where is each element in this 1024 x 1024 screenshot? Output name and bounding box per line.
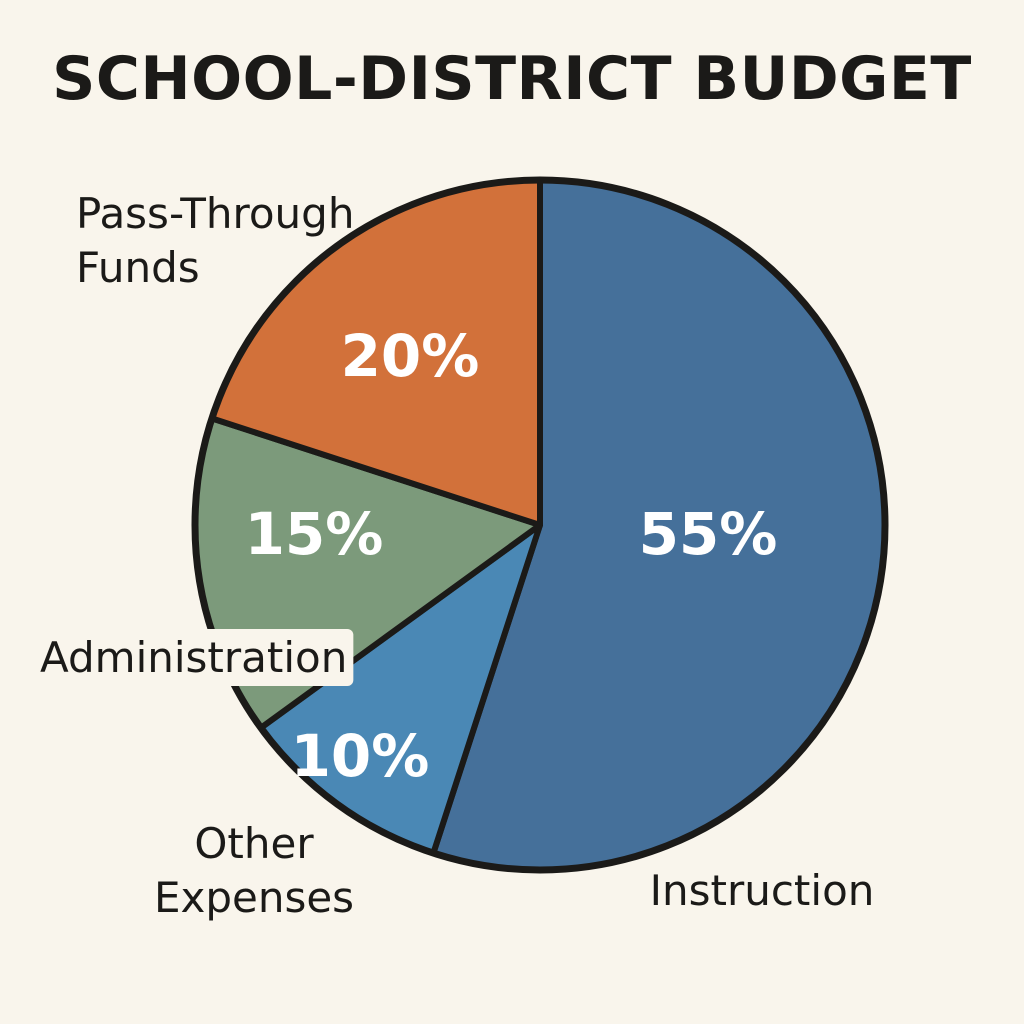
pie-labels: 55% Instruction 10% Other Expenses 15% Adminis… — [34, 189, 874, 922]
data-label-other-expenses: 10% — [291, 722, 430, 790]
data-label-pass-through-funds: 20% — [341, 322, 480, 390]
category-label-administration: Administration — [34, 629, 354, 686]
category-label-line: Administration — [40, 633, 347, 682]
category-label-line: Funds — [76, 243, 200, 292]
pie-border — [191, 176, 889, 874]
pie-outline — [191, 176, 889, 874]
category-label-line: Other — [194, 819, 314, 868]
category-label-background — [34, 629, 354, 686]
category-label-other-expenses: Other Expenses — [154, 819, 354, 922]
category-label-line: Instruction — [650, 866, 875, 915]
category-label-pass-through-funds: Pass-Through Funds — [76, 189, 354, 292]
category-label-line: Expenses — [154, 873, 354, 922]
chart-title: SCHOOL-DISTRICT BUDGET — [52, 44, 972, 114]
data-label-instruction: 55% — [639, 500, 778, 568]
category-label-line: Pass-Through — [76, 189, 354, 238]
data-label-administration: 15% — [245, 500, 384, 568]
category-label-instruction: Instruction — [650, 866, 875, 915]
